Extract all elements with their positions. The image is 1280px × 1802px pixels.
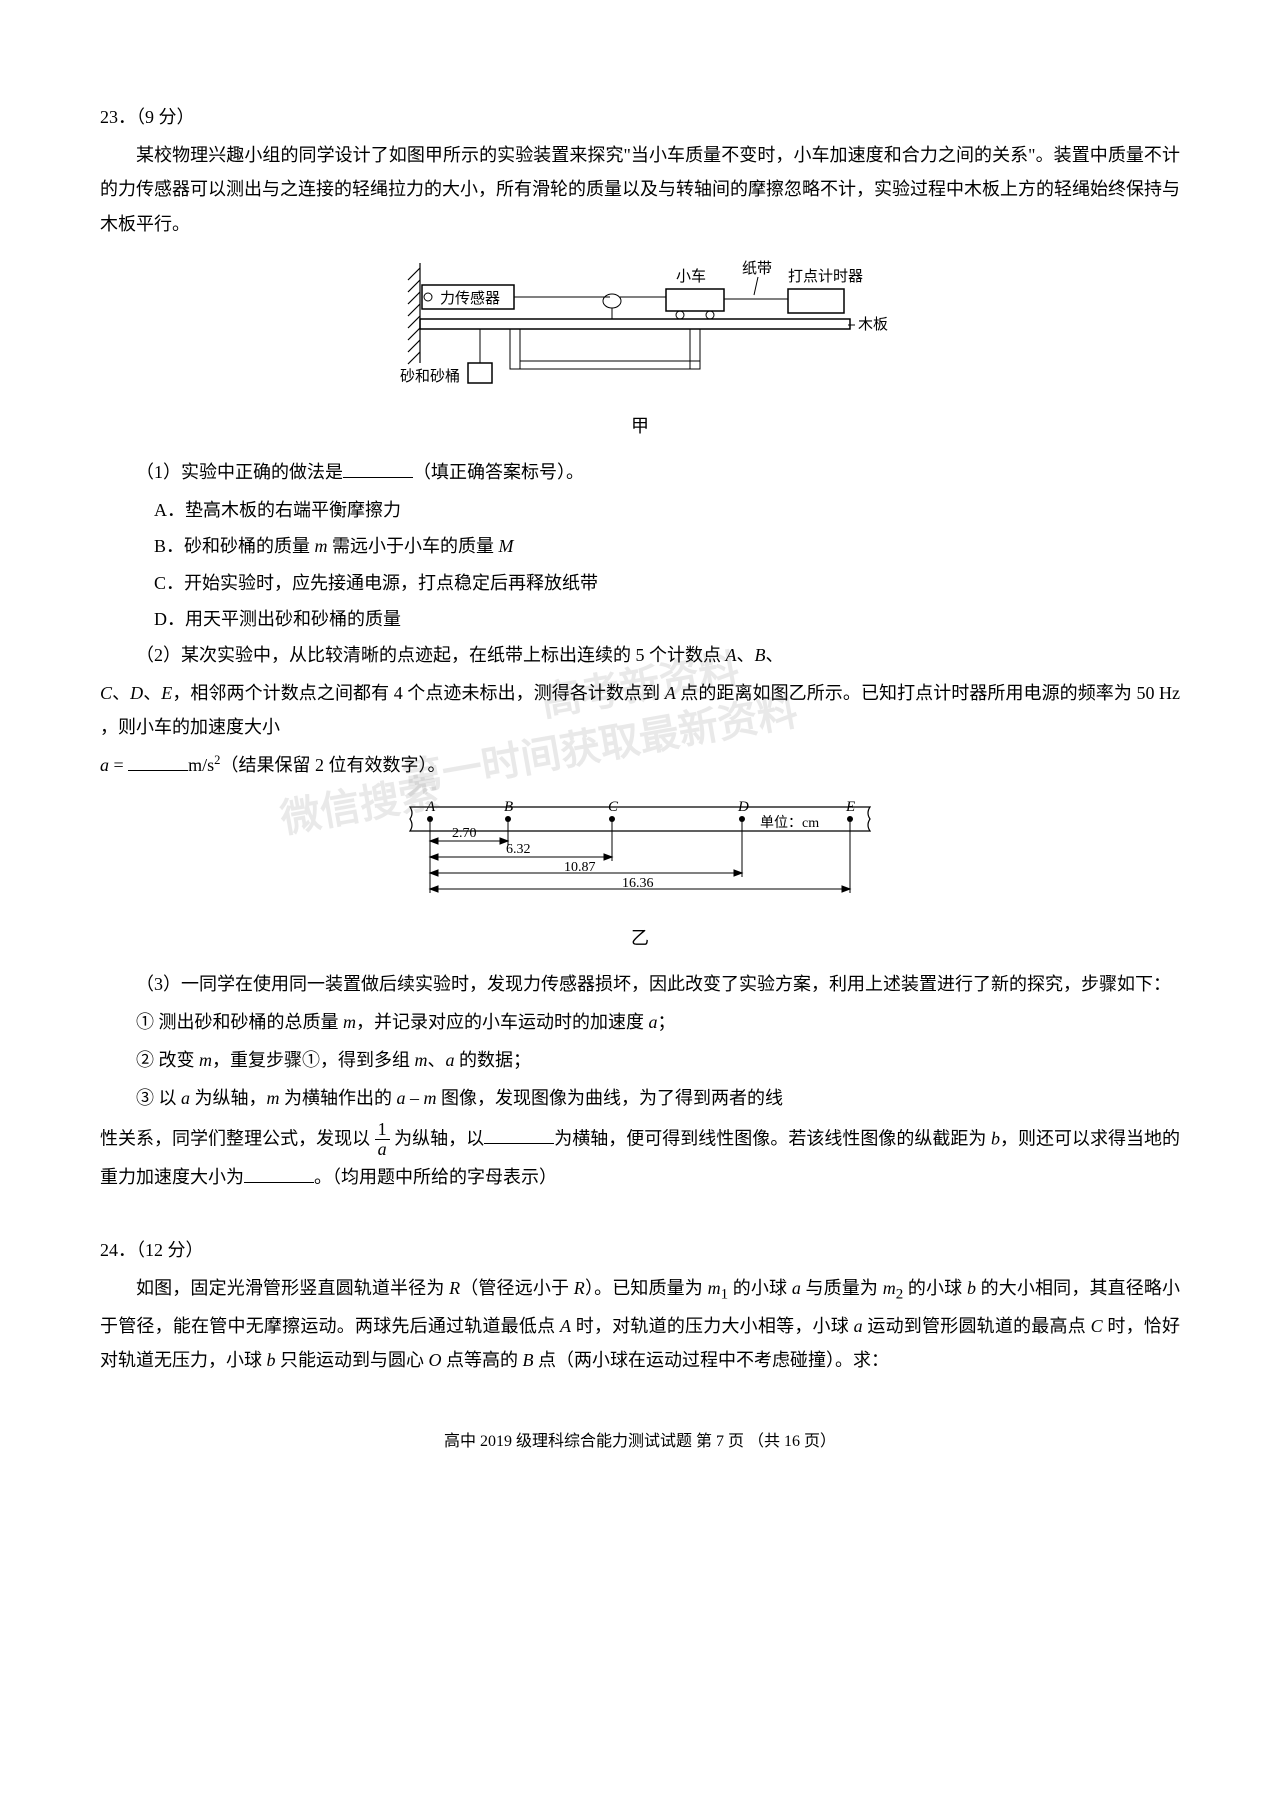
sub1-stem-text: （1）实验中正确的做法是	[136, 462, 343, 482]
sub1-blank	[343, 460, 413, 478]
option-b: B．砂和砂桶的质量 m 需远小于小车的质量 M	[100, 529, 1180, 563]
sensor-label: 力传感器	[440, 290, 500, 307]
tape-diagram: A B C D E 单位：cm 2.70 6.	[390, 795, 890, 915]
q24-intro: 如图，固定光滑管形竖直圆轨道半径为 R（管径远小于 R）。已知质量为 m1 的小…	[100, 1271, 1180, 1377]
option-b-text: B．砂和砂桶的质量 m 需远小于小车的质量 M	[154, 536, 514, 556]
q23-number: 23．（9 分）	[100, 100, 1180, 134]
option-c: C．开始实验时，应先接通电源，打点稳定后再释放纸带	[100, 566, 1180, 600]
q24-number: 24．（12 分）	[100, 1233, 1180, 1267]
sub2-l1: （2）某次实验中，从比较清晰的点迹起，在纸带上标出连续的 5 个计数点 A、B、	[136, 645, 784, 665]
dist-ae: 16.36	[622, 876, 654, 891]
board-label: 木板	[858, 315, 888, 333]
frac-den: a	[375, 1140, 390, 1160]
svg-text:C: C	[608, 799, 619, 815]
svg-text:D: D	[737, 799, 749, 815]
dist-ac: 6.32	[506, 842, 531, 857]
q23-sub3-intro: （3）一同学在使用同一装置做后续实验时，发现力传感器损坏，因此改变了实验方案，利…	[100, 967, 1180, 1001]
apparatus-diagram: 力传感器 小车 纸带 打点计时器 木板 砂和砂桶	[360, 253, 920, 403]
option-a: A．垫高木板的右端平衡摩擦力	[100, 493, 1180, 527]
tape-label: 纸带	[742, 260, 772, 277]
figure2-caption: 乙	[100, 921, 1180, 955]
q23-step3b: 性关系，同学们整理公式，发现以 1a 为纵轴，以为横轴，便可得到线性图像。若该线…	[100, 1120, 1180, 1195]
q23-figure2: A B C D E 单位：cm 2.70 6.	[100, 795, 1180, 955]
sub2-blank	[128, 753, 188, 771]
unit-label: 单位：cm	[760, 815, 819, 831]
page-footer: 高中 2019 级理科综合能力测试试题 第 7 页 （共 16 页）	[100, 1417, 1180, 1457]
q23-sub1-stem: （1）实验中正确的做法是 （填正确答案标号）。	[100, 455, 1180, 489]
dist-ab: 2.70	[452, 826, 477, 841]
q23-step1: ① 测出砂和砂桶的总质量 m，并记录对应的小车运动时的加速度 a；	[100, 1005, 1180, 1039]
svg-text:E: E	[845, 799, 855, 815]
step3-blank1	[484, 1126, 554, 1144]
q23-intro: 某校物理兴趣小组的同学设计了如图甲所示的实验装置来探究"当小车质量不变时，小车加…	[100, 138, 1180, 241]
q23-sub2-line2: C、D、E，相邻两个计数点之间都有 4 个点迹未标出，测得各计数点到 A 点的距…	[100, 676, 1180, 744]
step3-blank2	[244, 1165, 314, 1183]
sub1-tail: （填正确答案标号）。	[413, 462, 584, 482]
bucket-label: 砂和砂桶	[400, 368, 460, 385]
timer-label: 打点计时器	[788, 268, 863, 285]
svg-text:A: A	[425, 799, 436, 815]
figure1-caption: 甲	[100, 409, 1180, 443]
q23-figure1: 力传感器 小车 纸带 打点计时器 木板 砂和砂桶 甲	[100, 253, 1180, 443]
cart-label: 小车	[676, 268, 706, 285]
q23-step3: ③ 以 a 为纵轴，m 为横轴作出的 a – m 图像，发现图像为曲线，为了得到…	[100, 1081, 1180, 1115]
q23-step2: ② 改变 m，重复步骤①，得到多组 m、a 的数据；	[100, 1043, 1180, 1077]
q23-sub2-line1: （2）某次实验中，从比较清晰的点迹起，在纸带上标出连续的 5 个计数点 A、B、	[100, 638, 1180, 672]
dist-ad: 10.87	[564, 860, 596, 875]
q23-sub2-line3: a = m/s2（结果保留 2 位有效数字）。	[100, 748, 1180, 782]
frac-num: 1	[375, 1120, 390, 1141]
svg-text:B: B	[504, 799, 513, 815]
option-d: D．用天平测出砂和砂桶的质量	[100, 602, 1180, 636]
